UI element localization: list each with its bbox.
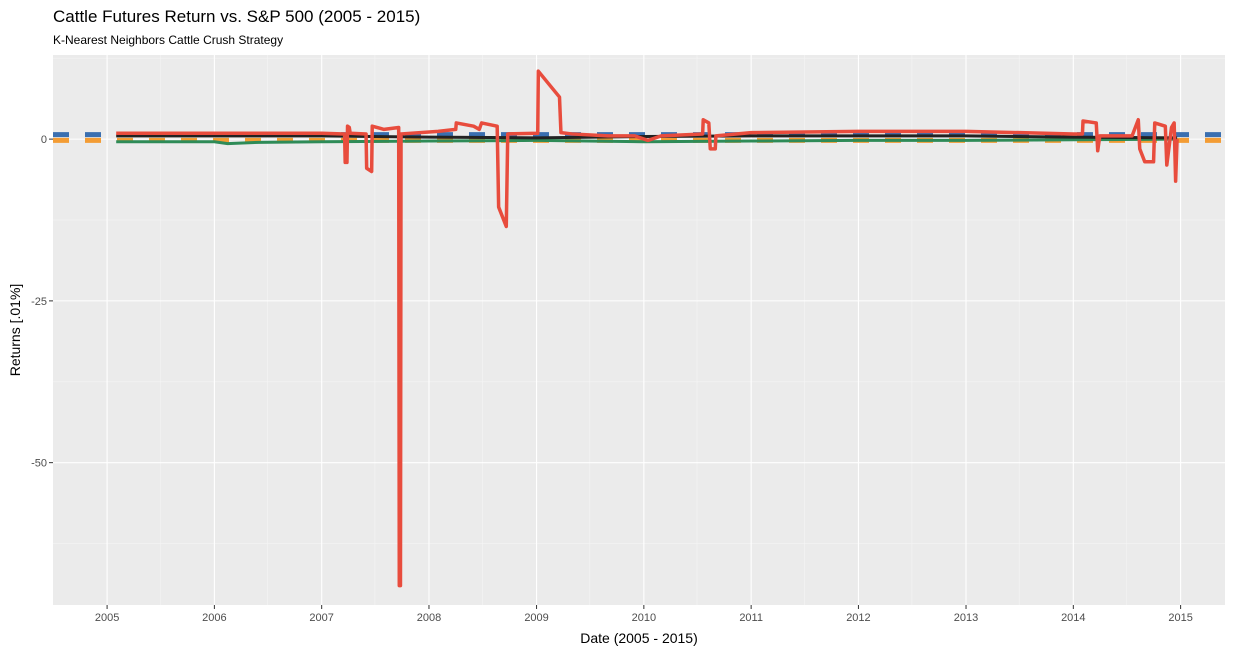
x-tick-label: 2005 bbox=[95, 612, 119, 624]
series-line-1 bbox=[116, 137, 1178, 146]
series-line-0 bbox=[116, 69, 1179, 588]
x-axis-title: Date (2005 - 2015) bbox=[580, 630, 698, 646]
series-group bbox=[53, 69, 1225, 588]
axes-group: 2005 2006 2007 2008 2009 2010 2011 2012 2013 2014… bbox=[31, 134, 1193, 624]
chart-subtitle: K-Nearest Neighbors Cattle Crush Strateg… bbox=[53, 33, 284, 47]
y-tick-label: 0 bbox=[41, 134, 47, 146]
x-tick-label: 2008 bbox=[417, 612, 441, 624]
y-axis-title: Returns [.01%] bbox=[7, 284, 23, 377]
x-tick-label: 2006 bbox=[202, 612, 226, 624]
series-line-2 bbox=[116, 134, 1178, 140]
y-tick-label: -25 bbox=[31, 296, 47, 308]
plot-panel bbox=[53, 55, 1225, 605]
x-tick-label: 2010 bbox=[632, 612, 656, 624]
x-tick-label: 2014 bbox=[1061, 612, 1085, 624]
y-tick-label: -50 bbox=[31, 458, 47, 470]
x-tick-label: 2013 bbox=[954, 612, 978, 624]
x-tick-label: 2012 bbox=[846, 612, 870, 624]
x-tick-label: 2011 bbox=[739, 612, 763, 624]
x-tick-label: 2009 bbox=[524, 612, 548, 624]
chart-title: Cattle Futures Return vs. S&P 500 (2005 … bbox=[53, 7, 421, 26]
x-tick-label: 2007 bbox=[309, 612, 333, 624]
grid-lines bbox=[53, 55, 1225, 605]
x-tick-label: 2015 bbox=[1168, 612, 1192, 624]
